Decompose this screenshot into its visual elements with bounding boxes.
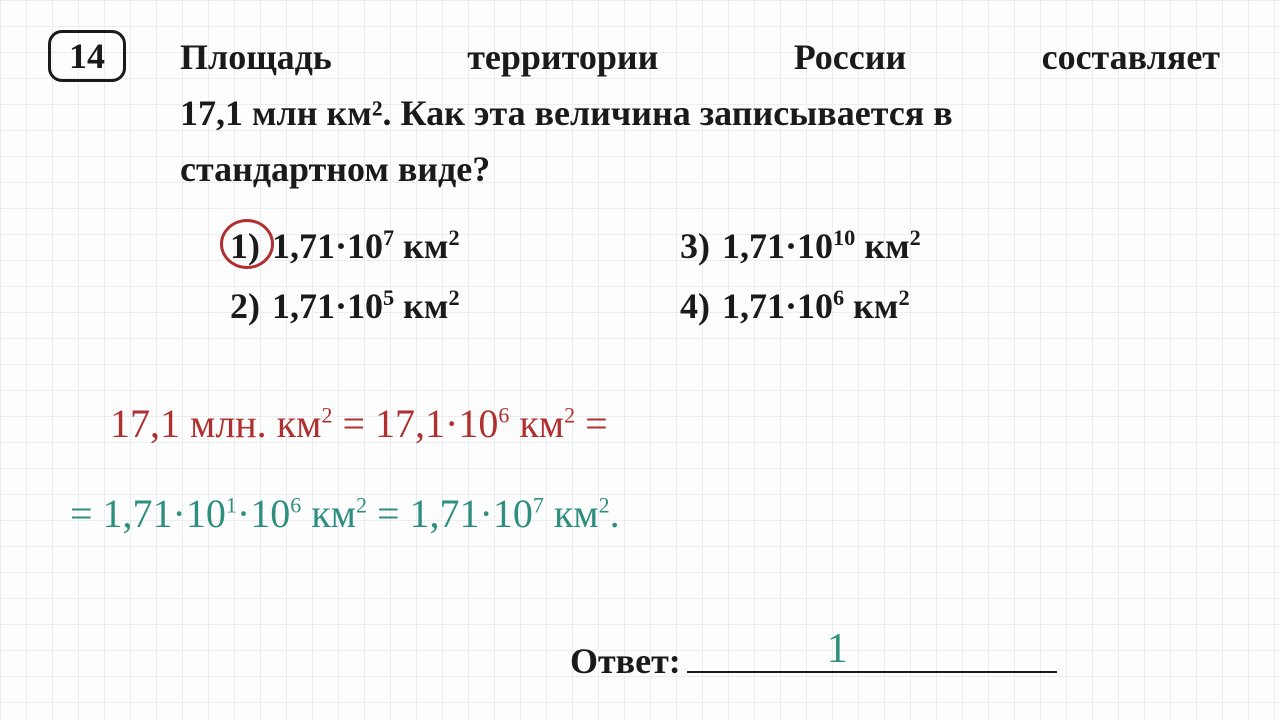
answer-value: 1 — [827, 625, 848, 673]
option-4: 4) 1,71·106 км2 — [680, 285, 1130, 327]
problem-number-box: 14 — [48, 30, 126, 82]
mantissa: 1,71·10 — [272, 226, 383, 266]
word: составляет — [1042, 30, 1220, 86]
exponent: 6 — [833, 285, 844, 310]
option-row: 2) 1,71·105 км2 4) 1,71·106 км2 — [230, 285, 1130, 327]
problem-text: Площадь территории России составляет 17,… — [180, 30, 1240, 197]
hw-red-c: км — [509, 401, 564, 446]
unit: км — [394, 286, 448, 326]
option-1-value: 1,71·107 км2 — [272, 225, 460, 267]
mantissa: 1,71·10 — [722, 226, 833, 266]
option-3-value: 1,71·1010 км2 — [722, 225, 921, 267]
option-2-value: 1,71·105 км2 — [272, 285, 460, 327]
exponent: 7 — [383, 225, 394, 250]
hw-teal-c: км — [301, 491, 356, 536]
hw-teal-a-exp1: 1 — [226, 493, 237, 518]
mantissa: 1,71·10 — [722, 286, 833, 326]
option-1: 1) 1,71·107 км2 — [230, 225, 680, 267]
option-2: 2) 1,71·105 км2 — [230, 285, 680, 327]
hw-sq4: 2 — [599, 493, 610, 518]
unit: км — [855, 226, 909, 266]
mantissa: 1,71·10 — [272, 286, 383, 326]
option-1-number: 1) — [230, 225, 260, 267]
unit-exp: 2 — [448, 285, 459, 310]
handwriting-teal: = 1,71·101·106 км2 = 1,71·107 км2. — [70, 490, 620, 537]
hw-sq2: 2 — [564, 403, 575, 428]
option-3-number: 3) — [680, 225, 710, 267]
hw-sq: 2 — [321, 403, 332, 428]
hw-sq3: 2 — [356, 493, 367, 518]
word: России — [794, 30, 907, 86]
hw-teal-a: = 1,71·10 — [70, 491, 226, 536]
hw-teal-b: ·10 — [237, 491, 290, 536]
unit-exp: 2 — [448, 225, 459, 250]
answer-row: Ответ: 1 — [570, 639, 1057, 682]
selected-circle — [220, 219, 274, 269]
option-2-number: 2) — [230, 285, 260, 327]
hw-red-b-exp: 6 — [498, 403, 509, 428]
option-4-value: 1,71·106 км2 — [722, 285, 910, 327]
unit: км — [394, 226, 448, 266]
hw-teal-d: = 1,71·10 — [367, 491, 533, 536]
exponent: 10 — [833, 225, 855, 250]
problem-line-1: Площадь территории России составляет — [180, 30, 1220, 86]
answer-line: 1 — [687, 639, 1057, 673]
exponent: 5 — [383, 285, 394, 310]
hw-teal-b-exp: 6 — [290, 493, 301, 518]
hw-red-a: 17,1 млн. км — [110, 401, 321, 446]
word: Площадь — [180, 30, 332, 86]
hw-teal-e: км — [544, 491, 599, 536]
hw-teal-f: . — [610, 491, 620, 536]
option-4-number: 4) — [680, 285, 710, 327]
problem-line-2: 17,1 млн км². Как эта величина записывае… — [180, 86, 1240, 142]
unit: км — [844, 286, 898, 326]
word: территории — [467, 30, 658, 86]
unit-exp: 2 — [898, 285, 909, 310]
hw-red-b: = 17,1·10 — [332, 401, 498, 446]
option-3: 3) 1,71·1010 км2 — [680, 225, 1130, 267]
problem-line-3: стандартном виде? — [180, 142, 1240, 198]
hw-red-d: = — [575, 401, 608, 446]
problem-number: 14 — [69, 36, 105, 76]
unit-exp: 2 — [910, 225, 921, 250]
answer-label: Ответ: — [570, 640, 681, 682]
option-row: 1) 1,71·107 км2 3) 1,71·1010 км2 — [230, 225, 1130, 267]
handwriting-red: 17,1 млн. км2 = 17,1·106 км2 = — [110, 400, 608, 447]
answer-options: 1) 1,71·107 км2 3) 1,71·1010 км2 2) 1,71… — [230, 225, 1130, 345]
hw-teal-d-exp: 7 — [533, 493, 544, 518]
